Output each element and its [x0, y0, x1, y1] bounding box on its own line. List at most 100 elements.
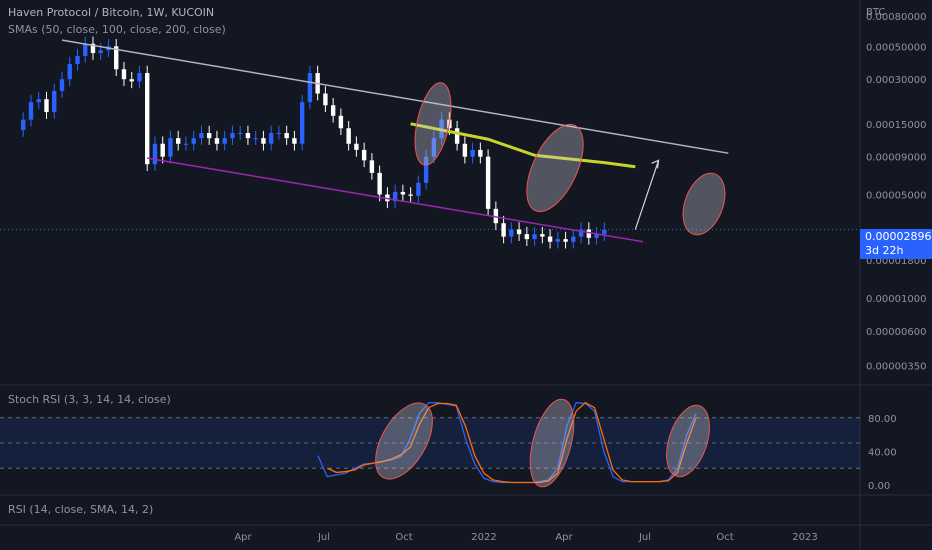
candle — [470, 142, 475, 164]
candle — [90, 36, 96, 60]
candle-body — [52, 90, 57, 113]
price-tick-label: 0.00050000 — [866, 42, 926, 53]
projection-arrow — [634, 160, 660, 230]
last-price-value: 0.00002896 — [865, 230, 932, 243]
candle-body — [547, 236, 553, 242]
candle-body — [114, 46, 119, 70]
candle-body — [253, 138, 258, 140]
candle-body — [578, 229, 584, 237]
time-tick-label: Apr — [555, 532, 573, 543]
candle-body — [369, 160, 375, 173]
candle — [416, 175, 421, 203]
candle-body — [206, 133, 212, 139]
candle — [175, 130, 181, 151]
candle — [493, 201, 499, 230]
candle — [571, 229, 576, 249]
candle — [354, 136, 359, 157]
candle — [121, 61, 127, 86]
candle — [253, 130, 258, 145]
stoch-rsi-label[interactable]: Stoch RSI (3, 3, 14, 14, close) — [8, 393, 171, 406]
time-tick-label: Oct — [716, 532, 733, 543]
time-tick-label: 2023 — [792, 532, 817, 543]
stoch-band — [0, 417, 860, 469]
candle — [237, 125, 243, 140]
candle — [261, 130, 266, 151]
support-trendline — [147, 157, 644, 243]
candle-body — [67, 63, 72, 80]
candle-body — [129, 79, 134, 82]
highlight-ellipse — [682, 172, 726, 236]
candle — [323, 86, 328, 113]
candle — [431, 130, 437, 164]
candle-body — [563, 239, 568, 242]
candle-body — [501, 223, 506, 237]
candle-body — [214, 138, 220, 144]
candle-body — [346, 128, 351, 144]
candle-body — [191, 138, 196, 144]
candle — [578, 222, 584, 244]
candle — [191, 130, 196, 151]
stoch-tick-label: 80.00 — [868, 414, 897, 425]
price-tick-label: 0.00030000 — [866, 75, 926, 86]
sma-indicator-label[interactable]: SMAs (50, close, 100, close, 200, close) — [8, 23, 226, 36]
candle — [408, 187, 413, 203]
candle-body — [90, 43, 96, 54]
candle-body — [377, 172, 382, 195]
candle-body — [470, 149, 475, 157]
candle-body — [516, 229, 522, 235]
candle — [59, 71, 65, 98]
candle — [338, 108, 344, 136]
candle-body — [36, 99, 41, 103]
stoch-highlight-ellipse — [666, 404, 710, 478]
candle-body — [307, 73, 313, 103]
candle-body — [392, 191, 398, 202]
candle — [114, 39, 119, 77]
candle — [454, 120, 460, 151]
candle-body — [230, 133, 235, 139]
candle-body — [261, 138, 266, 144]
candle — [36, 91, 41, 109]
candle — [52, 83, 57, 119]
price-tick-label: 0.00080000 — [866, 12, 926, 23]
candle-body — [338, 115, 344, 129]
candle-body — [59, 79, 65, 91]
candle — [377, 165, 382, 202]
candle — [400, 184, 406, 202]
highlight-ellipse — [414, 82, 452, 166]
candle-body — [323, 93, 328, 106]
time-tick-label: Apr — [234, 532, 252, 543]
time-tick-label: Jul — [638, 532, 651, 543]
candle-body — [160, 143, 165, 157]
price-tick-label: 0.00001800 — [866, 256, 926, 267]
candle-body — [222, 138, 227, 144]
candle-body — [509, 229, 514, 237]
candle-body — [145, 73, 150, 165]
candle — [44, 91, 49, 119]
candle-body — [98, 50, 103, 54]
rsi-label[interactable]: RSI (14, close, SMA, 14, 2) — [8, 503, 154, 516]
candle — [28, 94, 34, 127]
stoch-tick-label: 40.00 — [868, 447, 897, 458]
candle — [501, 215, 506, 244]
candle-body — [354, 143, 359, 150]
candle — [284, 125, 289, 145]
candle — [478, 142, 483, 164]
candle — [168, 130, 173, 164]
candle-body — [594, 234, 599, 238]
stoch-tick-label: 0.00 — [868, 481, 890, 492]
candle-body — [292, 138, 297, 144]
candle — [547, 229, 553, 249]
candle-body — [602, 229, 607, 235]
candle-body — [21, 119, 26, 131]
price-tick-label: 0.00000600 — [866, 327, 926, 338]
candle — [563, 231, 568, 249]
candle — [369, 153, 375, 180]
countdown: 3d 22h — [865, 244, 904, 257]
price-tick-label: 0.00000350 — [866, 362, 926, 373]
candle-body — [44, 99, 49, 113]
candle — [230, 125, 235, 145]
candle — [594, 226, 599, 245]
candle-body — [276, 133, 282, 135]
candle — [361, 142, 367, 168]
